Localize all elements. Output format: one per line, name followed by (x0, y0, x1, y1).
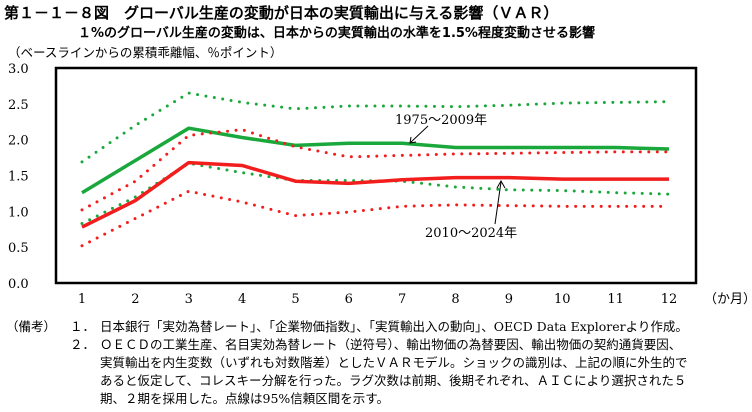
y-tick-label: 2.0 (8, 134, 29, 149)
note-line: 実質輸出を内生変数（いずれも対数階差）としたＶＡＲモデル。ショックの識別は、上記… (100, 355, 688, 370)
plot-frame (54, 66, 698, 285)
annotation-label: 1975～2009年 (395, 113, 487, 128)
notes-label: （備考） (6, 319, 57, 334)
x-tick-label: 5 (291, 292, 299, 307)
arrow-head-icon (496, 179, 506, 189)
y-tick-label: 2.5 (8, 98, 29, 113)
series-line-1975～2009年 (81, 126, 670, 195)
x-tick-label: 2 (131, 292, 139, 307)
x-tick-label: 9 (505, 292, 513, 307)
series-line-2010～2024年 上限 (80, 128, 671, 212)
note-line: ＯＥＣＤの工業生産、名目実効為替レート（逆符号）、輸出物価の為替要因、輸出物価の… (100, 337, 682, 352)
x-tick-label: 6 (345, 292, 353, 307)
series-line-2010～2024年 下限 (80, 189, 671, 248)
note-line: あると仮定して、コレスキー分解を行った。ラグ次数は前期、後期それぞれ、ＡＩＣによ… (100, 373, 687, 388)
note-line: 日本銀行「実効為替レート」、「企業物価指数」、「実質輸出入の動向」、OECD D… (100, 319, 688, 334)
figure-subtitle: １%のグローバル生産の変動は、日本からの実質輸出の水準を1.5%程度変動させる影… (78, 26, 595, 41)
note-number: ２． (70, 337, 96, 352)
note-number: １． (70, 319, 96, 334)
series-line-2010～2024年 (81, 160, 669, 229)
notes: （備考） １． 日本銀行「実効為替レート」、「企業物価指数」、「実質輸出入の動向」、… (6, 318, 688, 408)
x-axis-label: （か月） (704, 292, 752, 307)
x-tick-label: 4 (238, 292, 246, 307)
annotation-arrow (409, 125, 429, 144)
x-tick-label: 10 (554, 292, 571, 307)
arrow-head-icon (409, 136, 417, 144)
series-line-1975～2009年 下限 (80, 161, 671, 226)
y-axis-label: （ベースラインからの累積乖離幅、％ポイント） (8, 45, 283, 60)
annotation-arrow (494, 181, 502, 225)
figure-title: 第１－１－８図 グローバル生産の変動が日本の実質輸出に与える影響（ＶＡＲ） (4, 4, 559, 22)
x-tick-label: 3 (185, 292, 193, 307)
x-tick-label: 7 (398, 292, 406, 307)
x-tick-label: 8 (451, 292, 459, 307)
y-tick-label: 1.0 (8, 205, 29, 220)
annotation-label: 2010～2024年 (425, 226, 517, 241)
x-tick-label: 12 (661, 292, 678, 307)
series-line-1975～2009年 上限 (80, 91, 671, 164)
line-chart: 0.00.51.01.52.02.53.01 2 3 4 5 6 7 8 9 10 11 12 （か月）… (8, 62, 752, 307)
y-tick-label: 1.5 (8, 170, 29, 185)
note-line: 期、２期を採用した。点線は95%信頼区間を示す。 (100, 391, 390, 406)
x-tick-label: 11 (607, 292, 624, 307)
y-tick-label: 0.0 (8, 277, 29, 292)
y-tick-label: 3.0 (8, 62, 29, 77)
x-tick-label: 1 (78, 292, 86, 307)
y-tick-label: 0.5 (8, 241, 29, 256)
